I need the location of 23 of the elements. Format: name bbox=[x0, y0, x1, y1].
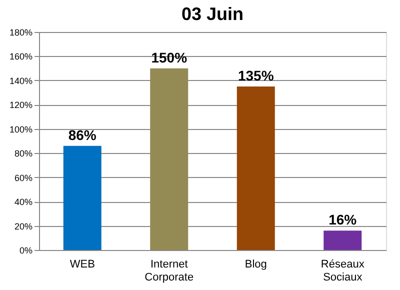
data-label: 150% bbox=[151, 49, 188, 66]
y-tick-label: 40% bbox=[14, 197, 32, 208]
data-label: 86% bbox=[68, 126, 97, 143]
y-tick-label: 180% bbox=[9, 28, 32, 38]
y-tick-label: 20% bbox=[14, 221, 32, 232]
y-tick-label: 140% bbox=[9, 76, 32, 86]
y-tick-label: 80% bbox=[14, 148, 32, 159]
y-tick-label: 120% bbox=[9, 100, 32, 110]
bar bbox=[236, 86, 275, 250]
x-tick-label: WEB bbox=[70, 258, 95, 270]
y-tick-label: 0% bbox=[19, 246, 32, 256]
x-tick-label: Réseaux Sociaux bbox=[320, 258, 365, 284]
chart-title: 03 Juin bbox=[181, 4, 244, 24]
y-tick-label: 60% bbox=[14, 172, 32, 183]
data-label: 135% bbox=[238, 68, 274, 84]
y-tick-label: 160% bbox=[9, 52, 32, 62]
data-label: 16% bbox=[328, 212, 358, 228]
bar bbox=[324, 230, 362, 250]
bar bbox=[150, 68, 188, 250]
x-tick-label: Blog bbox=[244, 258, 267, 270]
x-tick-label: Internet Corporate bbox=[144, 258, 194, 284]
bar bbox=[63, 146, 102, 250]
y-tick-label: 100% bbox=[9, 124, 32, 134]
